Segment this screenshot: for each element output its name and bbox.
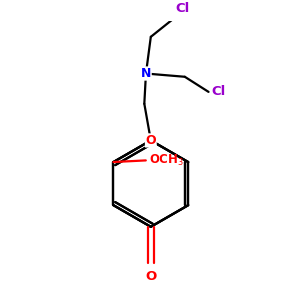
Text: Cl: Cl — [176, 2, 190, 15]
Text: O: O — [146, 134, 156, 147]
Text: OCH$_3$: OCH$_3$ — [149, 153, 184, 168]
Text: O: O — [145, 270, 156, 283]
Text: Cl: Cl — [212, 85, 226, 98]
Text: N: N — [141, 67, 151, 80]
